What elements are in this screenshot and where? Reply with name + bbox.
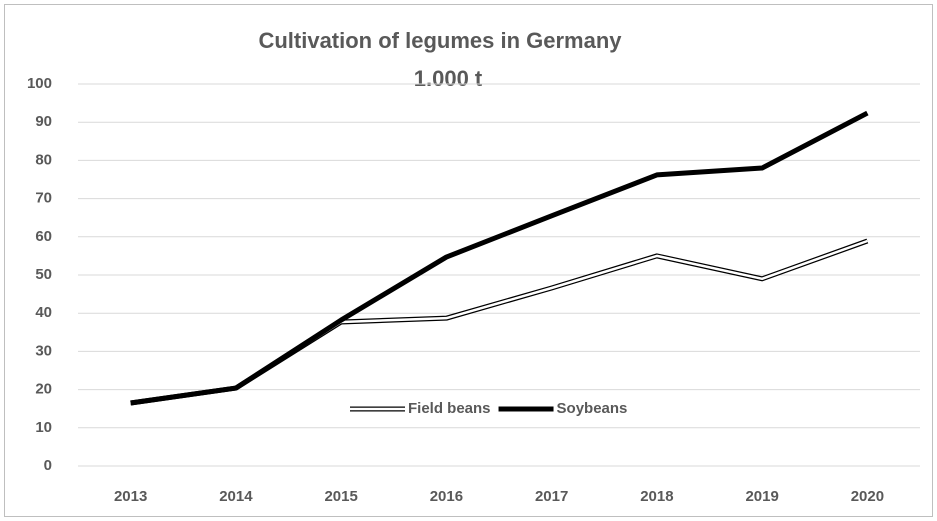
x-tick-label: 2014: [219, 488, 253, 505]
y-tick-label: 80: [35, 151, 52, 168]
y-tick-label: 50: [35, 266, 52, 283]
series-line: [130, 110, 869, 406]
y-tick-label: 70: [35, 190, 52, 207]
x-tick-label: 2020: [851, 488, 884, 505]
legend-label: Soybeans: [557, 400, 628, 417]
chart-subtitle: 1.000 t: [414, 66, 483, 91]
x-tick-label: 2019: [745, 488, 778, 505]
x-tick-label: 2017: [535, 488, 568, 505]
chart-title: Cultivation of legumes in Germany: [258, 28, 622, 53]
y-tick-label: 20: [35, 381, 52, 398]
y-tick-label: 90: [35, 113, 52, 130]
x-tick-label: 2013: [114, 488, 147, 505]
y-tick-label: 0: [44, 457, 52, 474]
x-tick-label: 2018: [640, 488, 673, 505]
y-tick-label: 10: [35, 419, 52, 436]
x-tick-label: 2016: [430, 488, 463, 505]
legend-label: Field beans: [408, 400, 491, 417]
chart-frame: [4, 4, 933, 517]
x-tick-label: 2015: [324, 488, 357, 505]
y-tick-label: 60: [35, 228, 52, 245]
y-tick-label: 30: [35, 342, 52, 359]
y-tick-label: 100: [27, 75, 52, 92]
y-tick-label: 40: [35, 304, 52, 321]
